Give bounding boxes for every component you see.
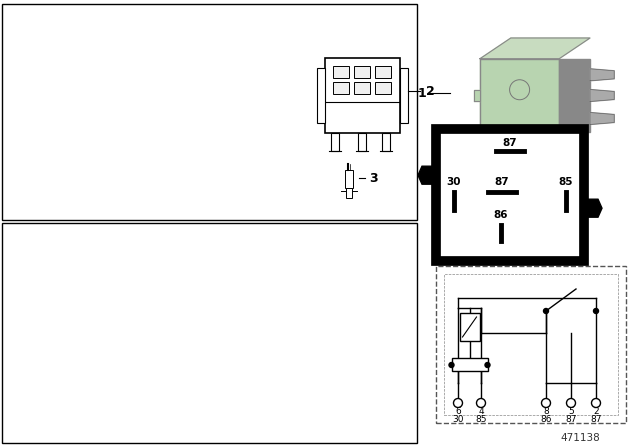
Circle shape xyxy=(454,399,463,408)
Text: 85: 85 xyxy=(559,177,573,187)
Bar xyxy=(375,66,391,78)
Bar xyxy=(460,313,479,341)
Polygon shape xyxy=(590,112,614,125)
Text: 4: 4 xyxy=(478,408,484,417)
Bar xyxy=(375,82,391,94)
Bar xyxy=(436,129,584,261)
Bar xyxy=(444,274,618,415)
Polygon shape xyxy=(582,199,602,217)
Bar xyxy=(400,68,408,123)
Bar xyxy=(317,68,325,123)
Text: 85: 85 xyxy=(476,414,487,423)
Bar xyxy=(331,133,339,151)
Polygon shape xyxy=(418,166,438,184)
Text: 5: 5 xyxy=(568,408,574,417)
Bar xyxy=(346,188,352,198)
Text: 86: 86 xyxy=(540,414,552,423)
Polygon shape xyxy=(559,59,590,132)
Text: 6: 6 xyxy=(455,408,461,417)
Bar xyxy=(2,4,417,220)
Polygon shape xyxy=(480,38,590,59)
Text: 471138: 471138 xyxy=(560,433,600,443)
Bar xyxy=(451,358,488,371)
Circle shape xyxy=(541,399,550,408)
Text: 1: 1 xyxy=(418,87,426,100)
Circle shape xyxy=(566,399,575,408)
Bar xyxy=(354,82,370,94)
Polygon shape xyxy=(590,90,614,102)
Circle shape xyxy=(477,399,486,408)
Circle shape xyxy=(485,362,490,367)
Bar xyxy=(358,133,366,151)
Text: 3: 3 xyxy=(369,172,378,185)
Bar xyxy=(436,266,626,423)
Bar xyxy=(345,170,353,188)
Text: 30: 30 xyxy=(452,414,464,423)
Text: 87: 87 xyxy=(565,414,577,423)
Circle shape xyxy=(593,309,598,314)
Bar xyxy=(2,223,417,443)
Text: 87: 87 xyxy=(590,414,602,423)
Polygon shape xyxy=(590,69,614,81)
Text: 8: 8 xyxy=(543,408,549,417)
Polygon shape xyxy=(474,90,480,101)
Text: 86: 86 xyxy=(494,211,508,220)
Circle shape xyxy=(449,362,454,367)
Bar xyxy=(354,66,370,78)
Circle shape xyxy=(591,399,600,408)
Polygon shape xyxy=(480,59,559,153)
Bar xyxy=(325,58,400,133)
Bar xyxy=(333,66,349,78)
Text: 2: 2 xyxy=(593,408,599,417)
Bar xyxy=(382,133,390,151)
Bar xyxy=(333,82,349,94)
Circle shape xyxy=(543,309,548,314)
Text: 2: 2 xyxy=(426,85,435,98)
Text: 87: 87 xyxy=(502,138,517,148)
Text: 87: 87 xyxy=(495,177,509,187)
Text: 30: 30 xyxy=(447,177,461,187)
